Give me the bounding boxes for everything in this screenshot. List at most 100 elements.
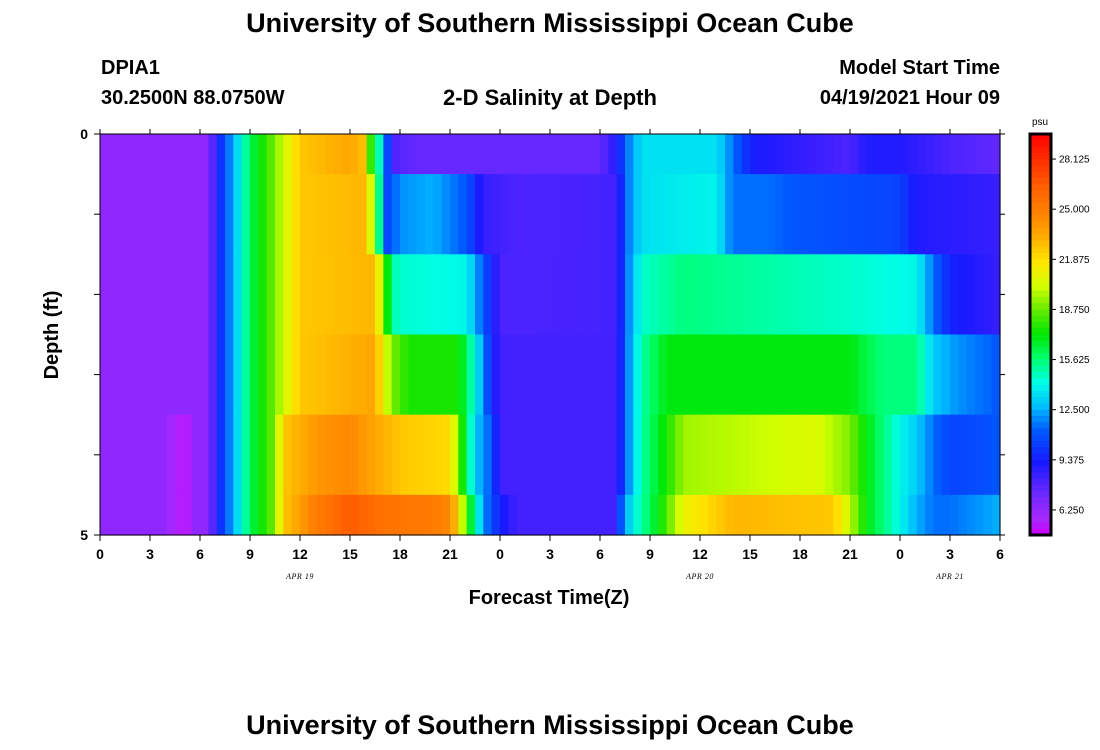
heatmap-cell — [925, 134, 934, 175]
heatmap-cell — [141, 494, 151, 536]
heatmap-cell — [525, 334, 534, 416]
heatmap-cell — [616, 134, 626, 175]
heatmap-cell — [541, 174, 551, 255]
colorbar-segment — [1030, 309, 1051, 317]
heatmap-cell — [800, 334, 809, 416]
heatmap-cell — [783, 414, 793, 496]
heatmap-cell — [733, 494, 743, 536]
heatmap-cell — [591, 414, 601, 496]
heatmap-cell — [950, 494, 959, 536]
colorbar-segment — [1030, 321, 1051, 329]
heatmap-cell — [650, 174, 659, 255]
heatmap-cell — [158, 174, 168, 255]
heatmap-cell — [433, 414, 443, 496]
heatmap-cell — [433, 254, 443, 336]
heatmap-cell — [116, 334, 126, 416]
heatmap-cell — [666, 414, 676, 496]
heatmap-cell — [358, 334, 368, 416]
heatmap-cell — [183, 494, 193, 536]
heatmap-cell — [708, 334, 718, 416]
heatmap-cell — [650, 494, 659, 536]
heatmap-cell — [875, 254, 884, 336]
colorbar-tick-label: 28.125 — [1059, 155, 1090, 166]
heatmap-cell — [658, 334, 668, 416]
heatmap-cell — [391, 494, 401, 536]
heatmap-cell — [216, 174, 226, 255]
heatmap-cell — [966, 254, 976, 336]
heatmap-cell — [608, 254, 618, 336]
heatmap-cell — [583, 494, 593, 536]
colorbar-segment — [1030, 265, 1051, 273]
heatmap-cell — [875, 414, 884, 496]
heatmap-cell — [341, 494, 351, 536]
heatmap-cell — [716, 334, 726, 416]
colorbar-segment — [1030, 509, 1051, 517]
heatmap-cell — [216, 494, 226, 536]
heatmap-cell — [433, 334, 443, 416]
heatmap-cell — [150, 134, 159, 175]
heatmap-cell — [591, 494, 601, 536]
heatmap-cell — [550, 494, 559, 536]
heatmap-cell — [858, 174, 868, 255]
heatmap-cell — [916, 174, 926, 255]
heatmap-cell — [633, 134, 643, 175]
heatmap-cell — [675, 134, 684, 175]
heatmap-cell — [333, 134, 343, 175]
heatmap-cell — [175, 254, 184, 336]
heatmap-cell — [833, 494, 843, 536]
colorbar-tick-label: 21.875 — [1059, 255, 1090, 266]
heatmap-cell — [383, 414, 393, 496]
heatmap-cell — [175, 134, 184, 175]
heatmap-cell — [591, 334, 601, 416]
colorbar-segment — [1030, 246, 1051, 254]
heatmap-cell — [625, 494, 634, 536]
heatmap-cell — [208, 494, 218, 536]
colorbar-segment — [1030, 152, 1051, 160]
x-tick-label: 6 — [596, 546, 604, 562]
heatmap-cell — [575, 254, 584, 336]
heatmap-cell — [258, 254, 268, 336]
heatmap-cell — [758, 334, 768, 416]
colorbar-tick-label: 18.750 — [1059, 305, 1090, 316]
heatmap-cell — [541, 334, 551, 416]
colorbar-tick-label: 25.000 — [1059, 205, 1090, 216]
heatmap-cell — [966, 334, 976, 416]
heatmap-cell — [358, 134, 368, 175]
heatmap-cell — [883, 334, 893, 416]
heatmap-cell — [558, 134, 568, 175]
heatmap-cell — [750, 414, 759, 496]
heatmap-cell — [441, 494, 451, 536]
colorbar-tick-label: 9.375 — [1059, 455, 1084, 466]
heatmap-cell — [100, 254, 109, 336]
heatmap-cell — [883, 414, 893, 496]
heatmap-cell — [233, 134, 243, 175]
heatmap-cell — [925, 174, 934, 255]
heatmap-cell — [500, 494, 509, 536]
heatmap-cell — [366, 134, 376, 175]
heatmap-cell — [350, 414, 359, 496]
colorbar-segment — [1030, 353, 1051, 361]
heatmap-cell — [325, 494, 334, 536]
heatmap-cell — [483, 134, 493, 175]
colorbar-segment — [1030, 478, 1051, 486]
heatmap-cell — [275, 134, 284, 175]
heatmap-cells — [100, 134, 1001, 536]
heatmap-cell — [433, 134, 443, 175]
heatmap-cell — [491, 254, 501, 336]
heatmap-cell — [958, 134, 968, 175]
heatmap-cell — [533, 134, 543, 175]
heatmap-cell — [333, 174, 343, 255]
heatmap-cell — [350, 134, 359, 175]
heatmap-cell — [633, 494, 643, 536]
heatmap-cell — [325, 254, 334, 336]
heatmap-cell — [291, 414, 301, 496]
heatmap-cell — [408, 134, 418, 175]
heatmap-cell — [600, 134, 609, 175]
heatmap-cell — [225, 414, 234, 496]
heatmap-cell — [850, 414, 859, 496]
heatmap-cell — [183, 414, 193, 496]
heatmap-cell — [341, 134, 351, 175]
heatmap-cell — [125, 414, 134, 496]
heatmap-cell — [958, 414, 968, 496]
heatmap-cell — [966, 134, 976, 175]
